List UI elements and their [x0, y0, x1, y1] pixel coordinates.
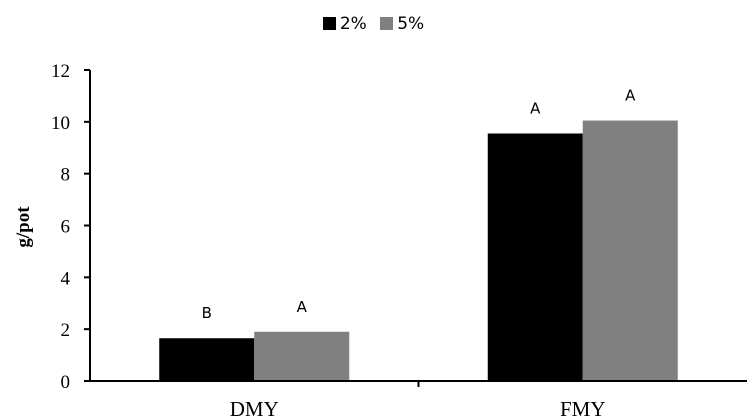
significance-label: A — [530, 99, 541, 117]
legend-swatch-2pct — [322, 17, 336, 30]
y-axis-title: g/pot — [13, 206, 34, 248]
bar — [582, 120, 678, 381]
bar — [487, 133, 583, 381]
y-tick-label: 0 — [61, 372, 71, 393]
y-tick-label: 8 — [61, 165, 71, 186]
y-tick-label: 12 — [51, 61, 70, 82]
bar — [254, 331, 350, 381]
legend-item-2pct: 2% — [322, 14, 367, 34]
y-ticks-group: 0 2 4 6 8 10 12 — [51, 61, 90, 393]
legend: 2% 5% — [0, 14, 747, 34]
legend-label-2pct: 2% — [339, 14, 367, 34]
bar — [159, 338, 255, 381]
legend-swatch-5pct — [380, 17, 394, 30]
significance-label: B — [202, 304, 212, 322]
x-categories-group: DMY FMY — [230, 381, 606, 420]
x-category-label: FMY — [560, 397, 606, 420]
significance-label: A — [625, 87, 636, 105]
significance-labels-group: B A A A — [202, 87, 637, 323]
significance-label: A — [297, 298, 308, 316]
bars-group — [159, 120, 678, 381]
legend-item-5pct: 5% — [380, 14, 424, 34]
legend-label-5pct: 5% — [397, 14, 425, 34]
y-tick-label: 2 — [61, 320, 71, 341]
y-tick-label: 6 — [61, 217, 71, 238]
y-tick-label: 10 — [51, 113, 70, 134]
y-tick-label: 4 — [61, 268, 71, 289]
x-category-label: DMY — [230, 397, 279, 420]
